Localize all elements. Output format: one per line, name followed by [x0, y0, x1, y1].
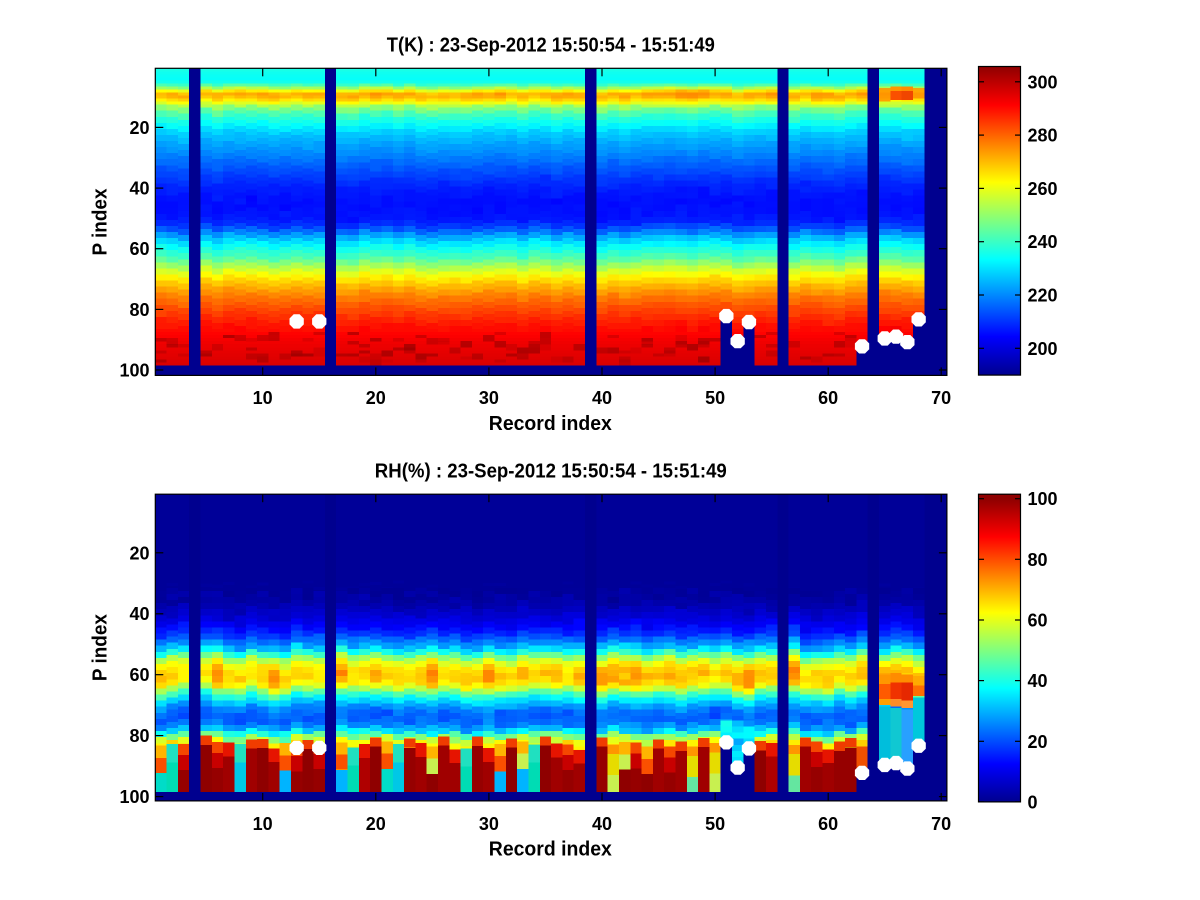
svg-text:P index: P index	[90, 189, 112, 256]
svg-text:Record index: Record index	[489, 838, 612, 860]
svg-text:60: 60	[818, 814, 838, 834]
svg-text:260: 260	[1028, 179, 1058, 199]
svg-text:20: 20	[366, 814, 386, 834]
svg-text:60: 60	[129, 665, 149, 685]
svg-text:100: 100	[119, 787, 149, 807]
svg-text:20: 20	[366, 388, 386, 408]
svg-text:10: 10	[253, 814, 273, 834]
svg-text:P index: P index	[90, 614, 112, 681]
svg-text:300: 300	[1028, 72, 1058, 92]
svg-text:0: 0	[1028, 792, 1038, 812]
svg-text:40: 40	[592, 388, 612, 408]
svg-text:60: 60	[1028, 611, 1048, 631]
svg-text:80: 80	[1028, 550, 1048, 570]
svg-text:80: 80	[129, 300, 149, 320]
svg-text:240: 240	[1028, 232, 1058, 252]
svg-text:200: 200	[1028, 339, 1058, 359]
svg-text:100: 100	[119, 361, 149, 381]
svg-text:30: 30	[479, 388, 499, 408]
svg-text:60: 60	[818, 388, 838, 408]
svg-text:70: 70	[931, 814, 951, 834]
svg-text:40: 40	[129, 179, 149, 199]
svg-text:100: 100	[1028, 489, 1058, 509]
svg-text:RH(%) : 23-Sep-2012 15:50:54 -: RH(%) : 23-Sep-2012 15:50:54 - 15:51:49	[375, 461, 727, 483]
svg-text:50: 50	[705, 814, 725, 834]
svg-text:Record index: Record index	[489, 413, 612, 435]
svg-text:280: 280	[1028, 126, 1058, 146]
svg-text:20: 20	[1028, 732, 1048, 752]
svg-text:10: 10	[253, 388, 273, 408]
svg-text:50: 50	[705, 388, 725, 408]
svg-text:40: 40	[1028, 671, 1048, 691]
svg-text:T(K) : 23-Sep-2012 15:50:54 -: T(K) : 23-Sep-2012 15:50:54 - 15:51:49	[387, 35, 715, 57]
svg-text:40: 40	[129, 604, 149, 624]
svg-text:70: 70	[931, 388, 951, 408]
svg-text:60: 60	[129, 239, 149, 259]
svg-text:80: 80	[129, 726, 149, 746]
svg-text:20: 20	[129, 543, 149, 563]
svg-text:220: 220	[1028, 286, 1058, 306]
svg-text:20: 20	[129, 118, 149, 138]
svg-text:30: 30	[479, 814, 499, 834]
svg-text:40: 40	[592, 814, 612, 834]
